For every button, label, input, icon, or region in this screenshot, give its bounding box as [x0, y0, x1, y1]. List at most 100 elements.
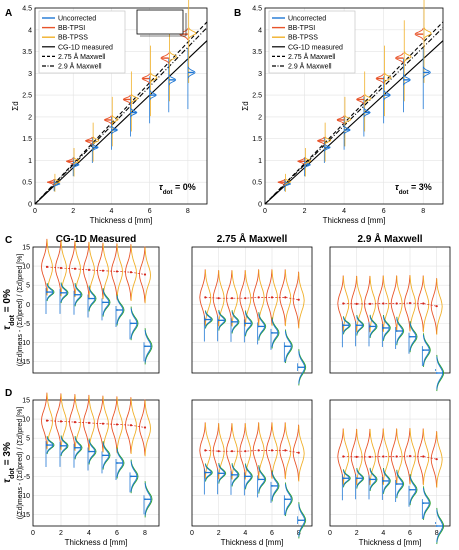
- y-tick-label: 2.5: [22, 93, 32, 100]
- axes-frame: [191, 246, 313, 374]
- uncorrected-point: [284, 345, 287, 348]
- uncorrected-violin-outline: [74, 436, 83, 460]
- bb-tpsi-trend: [343, 455, 437, 460]
- uncorrected-violin-outline: [383, 314, 391, 341]
- uncorrected-point: [342, 324, 345, 327]
- bb-tpsi-violin: [252, 269, 260, 326]
- bb-tpsi-trend: [343, 302, 437, 307]
- legend-label: 2.9 Å Maxwell: [288, 62, 332, 71]
- bb-tpsi-point: [297, 298, 300, 301]
- bb-tpsi-point: [230, 297, 234, 300]
- uncorrected-point: [382, 327, 385, 329]
- y-tick-label: 0: [258, 202, 262, 209]
- y-tick-label: -15: [20, 512, 30, 519]
- uncorrected-point: [257, 478, 260, 481]
- uncorrected-point: [46, 291, 48, 293]
- bb-tpsi-trend: [205, 297, 299, 301]
- y-tick-label: 1.5: [22, 136, 32, 143]
- uncorrected-distribution: [168, 74, 177, 86]
- tau-annotation-tau: τ: [159, 182, 164, 192]
- row-label-sub: dot: [9, 314, 16, 326]
- uncorrected-point: [355, 324, 358, 327]
- bb-tpsi-violin: [377, 275, 384, 332]
- bb-tpss-violin: [382, 275, 390, 332]
- uncorrected-point: [395, 483, 398, 485]
- uncorrected-violin-outline: [46, 436, 55, 455]
- bb-tpss-violin: [369, 429, 376, 486]
- subplot-D-1: -15 -10 -5 0 5 10 15 0 2 4 6 8 Thickness d [mm]: [20, 392, 160, 547]
- uncorrected-point: [244, 322, 247, 325]
- bb-tpss-violin: [342, 429, 350, 486]
- bb-tpsi-point: [284, 296, 287, 299]
- panel-A: 0 0.5 1 1.5 2 2.5 3 3.5 4 4.5 0 2 4 6 8 Thickness d [mm…: [5, 0, 208, 225]
- bb-tpss-distribution: [344, 115, 352, 124]
- y-tick-label: 2: [28, 114, 32, 121]
- panel-letter: C: [5, 235, 12, 246]
- uncorrected-point: [74, 293, 76, 296]
- bb-tpss-violin: [102, 243, 109, 300]
- bb-tpss-violin: [436, 278, 443, 335]
- uncorrected-violin-outline: [231, 310, 240, 334]
- uncorrected-violin-outline: [245, 463, 253, 490]
- uncorrected-point: [88, 450, 90, 453]
- bb-tpss-distribution: [92, 136, 100, 145]
- bb-tpsi-violin: [292, 271, 300, 328]
- x-tick-label: 2: [355, 530, 359, 537]
- bb-tpss-distribution: [423, 27, 432, 40]
- bb-tpss-violin: [342, 276, 350, 333]
- uncorrected-violin: [298, 503, 306, 537]
- bb-tpss-distribution: [131, 93, 139, 104]
- y-tick-label: -10: [20, 493, 30, 500]
- bb-tpsi-violin: [41, 238, 48, 295]
- y-tick-label: 4: [28, 27, 32, 34]
- uncorrected-violin-outline: [356, 314, 365, 336]
- tau-annotation: τdot = 3%: [395, 182, 432, 196]
- bb-tpsi-violin: [55, 239, 62, 297]
- uncorrected-distribution: [383, 89, 391, 101]
- y-tick-label: 0: [26, 302, 30, 309]
- bb-tpss-distribution: [150, 72, 158, 83]
- bb-tpsi-violin: [390, 275, 398, 332]
- bb-tpss-violin: [298, 425, 305, 482]
- bb-tpss-violin: [102, 396, 109, 453]
- uncorrected-violin: [298, 350, 306, 384]
- bb-tpss-violin: [130, 397, 137, 455]
- bb-tpsi-distribution: [375, 73, 384, 84]
- x-tick-label: 4: [381, 530, 385, 537]
- uncorrected-point: [204, 471, 207, 474]
- uncorrected-violin-outline: [409, 321, 418, 353]
- subplot-C-1: -15 -10 -5 0 5 10 15: [20, 238, 160, 374]
- x-tick-label: 4: [342, 208, 346, 215]
- uncorrected-violin: [218, 464, 226, 483]
- bb-tpsi-point: [45, 265, 49, 268]
- bb-tpsi-trend: [205, 450, 299, 454]
- uncorrected-violin-outline: [258, 465, 267, 494]
- bb-tpss-violin: [436, 431, 443, 488]
- y-tick-label: 0.5: [252, 180, 262, 187]
- bb-tpsi-distribution: [160, 52, 170, 64]
- uncorrected-violin-outline: [116, 447, 125, 479]
- uncorrected-violin: [218, 311, 226, 330]
- y-tick-label: 1.5: [252, 136, 262, 143]
- uncorrected-point: [369, 478, 371, 481]
- column-title: 2.9 Å Maxwell: [357, 232, 422, 245]
- x-tick-label: 8: [143, 530, 147, 537]
- uncorrected-violin-outline: [205, 463, 213, 482]
- bb-tpss-distribution: [403, 51, 412, 63]
- uncorrected-violin-outline: [436, 507, 445, 545]
- uncorrected-point: [130, 322, 132, 325]
- y-tick-label: 5: [26, 283, 30, 290]
- x-tick-label: 4: [243, 530, 247, 537]
- uncorrected-point: [369, 325, 371, 328]
- uncorrected-violin-outline: [271, 470, 280, 502]
- y-tick-label: 2.5: [252, 93, 262, 100]
- y-tick-label: 0: [26, 455, 30, 462]
- x-tick-label: 0: [190, 530, 194, 537]
- bb-tpss-distribution: [305, 157, 312, 165]
- bb-tpss-distribution: [384, 72, 392, 83]
- axes-frame: [191, 399, 313, 527]
- uncorrected-distribution: [187, 66, 196, 79]
- bb-tpsi-point: [422, 455, 425, 458]
- bb-tpss-violin: [244, 423, 252, 480]
